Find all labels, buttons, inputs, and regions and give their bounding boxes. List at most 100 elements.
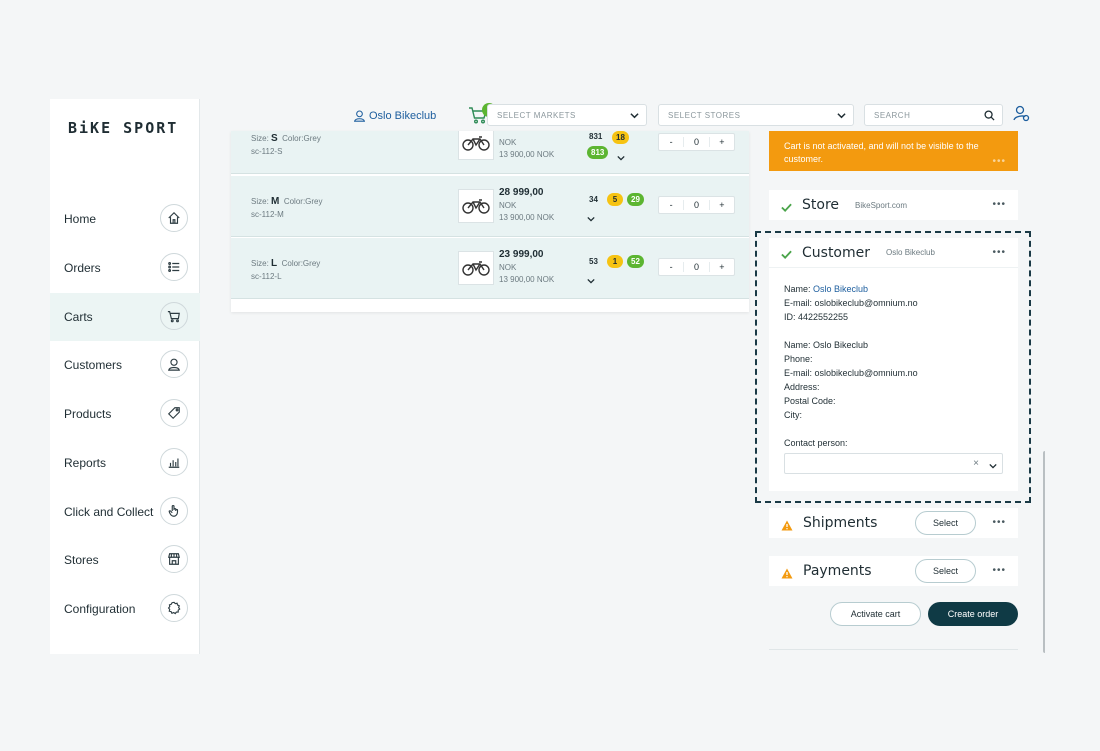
available-badge: 813: [587, 146, 609, 159]
available-badge: 29: [627, 193, 644, 206]
quantity-input[interactable]: 0: [683, 262, 710, 272]
sidebar-item-click-and-collect[interactable]: Click and Collect: [50, 488, 200, 536]
tag-icon: [160, 399, 188, 427]
customer-name: Oslo Bikeclub: [886, 248, 935, 257]
reserved-badge: 18: [612, 131, 629, 144]
active-customer-link[interactable]: Oslo Bikeclub: [353, 109, 436, 122]
sidebar-item-label: Configuration: [64, 602, 136, 616]
bike-icon: [462, 136, 490, 151]
stock-count: 34: [589, 195, 598, 204]
sku: sc-112-M: [251, 210, 284, 219]
sidebar-item-carts[interactable]: Carts: [50, 293, 200, 341]
table-row: Size: M Color:Grey sc-112-M 28 999,00 NO…: [231, 176, 749, 237]
checkmark-icon: [781, 247, 792, 260]
brand-logo[interactable]: BiKE SPORT: [68, 119, 179, 137]
decrease-button[interactable]: -: [669, 137, 673, 147]
product-thumbnail[interactable]: [458, 189, 494, 223]
card-title: Payments: [803, 563, 872, 579]
quantity-input[interactable]: 0: [683, 200, 710, 210]
card-title: Shipments: [803, 515, 878, 531]
stock-count: 53: [589, 257, 598, 266]
create-order-button[interactable]: Create order: [928, 602, 1018, 626]
cart-details-column: Cart is not activated, and will not be v…: [755, 131, 1031, 654]
stock-count: 831: [589, 132, 603, 141]
warning-icon: [781, 566, 793, 578]
select-shipment-button[interactable]: Select: [915, 511, 976, 535]
cart-icon: [160, 302, 188, 330]
sidebar-item-label: Reports: [64, 456, 107, 470]
bike-icon: [462, 261, 490, 276]
more-options-button[interactable]: •••: [992, 565, 1006, 576]
search-icon[interactable]: [984, 110, 995, 121]
sidebar-item-label: Orders: [64, 261, 101, 275]
more-options-button[interactable]: •••: [992, 517, 1006, 528]
hand-pointer-icon: [160, 497, 188, 525]
store-name: BikeSport.com: [855, 200, 908, 210]
bar-chart-icon: [160, 448, 188, 476]
sidebar-item-label: Home: [64, 212, 97, 226]
card-title: Customer: [802, 244, 871, 261]
chevron-down-icon[interactable]: [587, 272, 596, 284]
increase-button[interactable]: +: [719, 200, 725, 210]
sidebar-item-label: Click and Collect: [64, 505, 154, 519]
chevron-down-icon: [837, 111, 846, 119]
chevron-down-icon[interactable]: [617, 149, 626, 161]
table-row: Size: L Color:Grey sc-112-L 23 999,00 NO…: [231, 238, 749, 299]
sidebar-item-stores[interactable]: Stores: [50, 536, 200, 584]
sidebar: BiKE SPORT Home Orders Carts Customers: [50, 99, 200, 654]
topbar: Oslo Bikeclub 2 SELECT MARKETS SELECT ST…: [200, 99, 1045, 131]
divider: [769, 649, 1018, 650]
increase-button[interactable]: +: [719, 262, 725, 272]
customer-card: Customer Oslo Bikeclub ••• Name: Oslo Bi…: [769, 238, 1018, 491]
select-payment-button[interactable]: Select: [915, 559, 976, 583]
sidebar-item-configuration[interactable]: Configuration: [50, 585, 200, 633]
more-options-button[interactable]: •••: [992, 156, 1006, 167]
table-row: Size: S Color:Grey sc-112-S NOK 13 900,0…: [231, 131, 749, 174]
quantity-stepper: - 0 +: [658, 196, 735, 214]
decrease-button[interactable]: -: [669, 200, 673, 210]
quantity-stepper: - 0 +: [658, 133, 735, 151]
sidebar-item-label: Carts: [64, 310, 93, 324]
contact-person-select[interactable]: ×: [784, 453, 1003, 474]
chevron-down-icon[interactable]: [989, 460, 997, 474]
activate-cart-button[interactable]: Activate cart: [830, 602, 921, 626]
card-title: Store: [802, 197, 840, 213]
sidebar-item-label: Products: [64, 407, 112, 421]
checkmark-icon: [781, 200, 792, 212]
scrollbar[interactable]: [1043, 451, 1045, 653]
markets-select[interactable]: SELECT MARKETS: [487, 104, 647, 126]
available-badge: 52: [627, 255, 644, 268]
sidebar-item-customers[interactable]: Customers: [50, 341, 200, 389]
quantity-input[interactable]: 0: [683, 137, 710, 147]
storefront-icon: [160, 545, 188, 573]
payments-card: Payments Select •••: [769, 556, 1018, 586]
sidebar-item-label: Stores: [64, 553, 99, 567]
more-options-button[interactable]: •••: [992, 199, 1006, 210]
product-thumbnail[interactable]: [458, 251, 494, 285]
quantity-stepper: - 0 +: [658, 258, 735, 276]
chevron-down-icon[interactable]: [587, 210, 596, 222]
app-window: BiKE SPORT Home Orders Carts Customers: [50, 99, 1045, 654]
sidebar-item-orders[interactable]: Orders: [50, 244, 200, 292]
store-card: Store BikeSport.com •••: [769, 190, 1018, 220]
sidebar-item-home[interactable]: Home: [50, 195, 200, 243]
reserved-badge: 5: [607, 193, 623, 206]
clear-icon[interactable]: ×: [973, 458, 979, 469]
sidebar-item-label: Customers: [64, 358, 123, 372]
increase-button[interactable]: +: [719, 137, 725, 147]
warning-icon: [781, 518, 793, 530]
more-options-button[interactable]: •••: [992, 247, 1006, 258]
stores-select[interactable]: SELECT STORES: [658, 104, 854, 126]
customer-details: Name: Oslo Bikeclub E-mail: oslobikeclub…: [769, 268, 1018, 474]
sidebar-item-products[interactable]: Products: [50, 390, 200, 438]
user-account-button[interactable]: [1012, 104, 1032, 124]
home-icon: [160, 204, 188, 232]
search-input[interactable]: SEARCH: [864, 104, 1003, 126]
decrease-button[interactable]: -: [669, 262, 673, 272]
user-icon: [160, 350, 188, 378]
customer-link[interactable]: Oslo Bikeclub: [813, 284, 869, 294]
sidebar-item-reports[interactable]: Reports: [50, 439, 200, 487]
product-thumbnail[interactable]: [458, 131, 494, 160]
shipments-card: Shipments Select •••: [769, 508, 1018, 538]
sku: sc-112-S: [251, 147, 283, 156]
